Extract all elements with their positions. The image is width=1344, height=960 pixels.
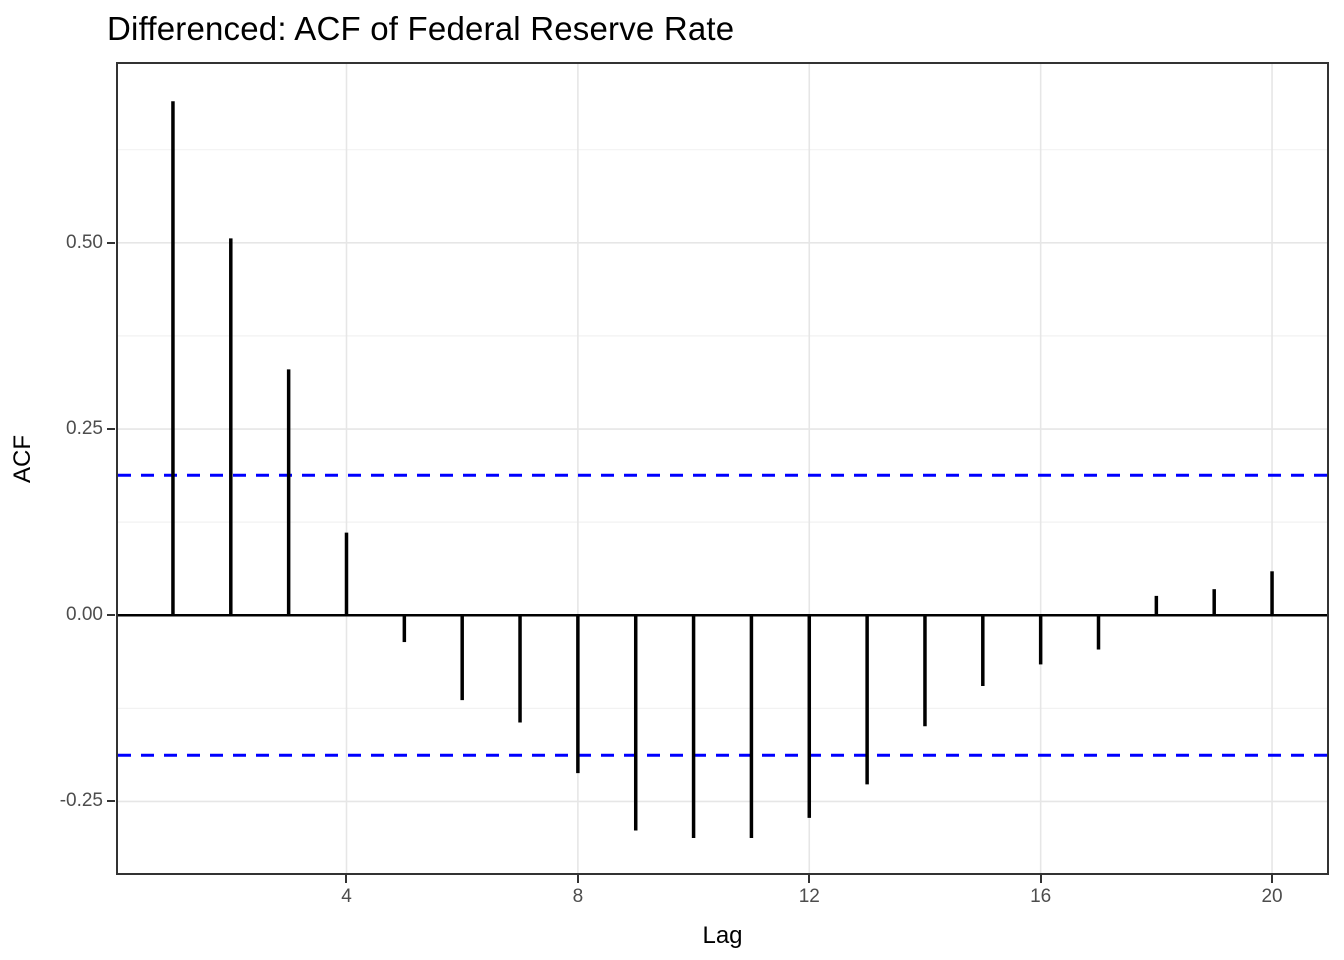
y-tick-mark [107, 428, 115, 431]
y-tick-label: 0.25 [66, 418, 103, 440]
x-tick-label: 16 [1030, 886, 1052, 907]
x-tick-mark [576, 875, 579, 883]
y-tick-mark [107, 614, 115, 617]
x-tick-mark [345, 875, 348, 883]
x-tick-mark [1271, 875, 1274, 883]
y-tick-label: -0.25 [59, 790, 103, 812]
y-tick-mark [107, 241, 115, 244]
y-tick-mark [107, 800, 115, 803]
x-tick-mark [1039, 875, 1042, 883]
y-axis-title: ACF [9, 435, 36, 483]
x-tick-label: 20 [1261, 886, 1283, 907]
plot-panel [116, 62, 1329, 875]
x-tick-label: 12 [798, 886, 820, 907]
chart-title: Differenced: ACF of Federal Reserve Rate [107, 10, 735, 47]
x-tick-label: 4 [341, 886, 352, 907]
x-tick-mark [808, 875, 811, 883]
x-tick-label: 8 [572, 886, 584, 907]
x-axis-title: Lag [702, 922, 743, 949]
plot-canvas [118, 64, 1327, 873]
y-tick-label: 0.50 [66, 231, 103, 253]
y-tick-label: 0.00 [66, 604, 103, 626]
